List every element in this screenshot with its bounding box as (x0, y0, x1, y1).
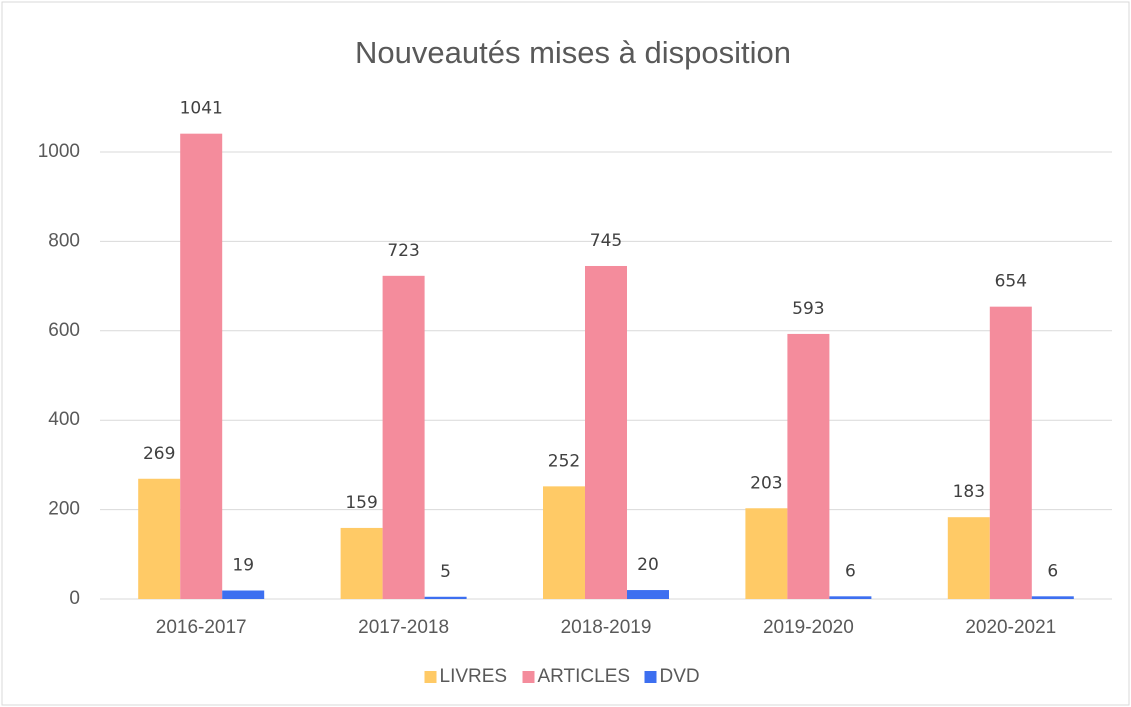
bar (424, 596, 467, 599)
y-tick-label: 1000 (38, 141, 80, 162)
legend-label: LIVRES (440, 666, 508, 687)
bar (340, 527, 383, 599)
bar (745, 508, 788, 599)
bar (382, 275, 425, 599)
legend-label: DVD (660, 666, 700, 687)
legend-swatch (424, 671, 437, 683)
value-label: 19 (232, 556, 254, 576)
chart-title: Nouveautés mises à disposition (355, 35, 791, 70)
bar (222, 590, 265, 599)
bar (585, 265, 627, 599)
bar (989, 306, 1032, 599)
bar (180, 133, 223, 599)
x-tick-label: 2017-2018 (358, 617, 449, 638)
y-tick-label: 400 (48, 409, 80, 430)
y-tick-label: 200 (48, 499, 80, 520)
bar (1031, 596, 1074, 599)
value-label: 183 (953, 482, 985, 502)
value-label: 723 (387, 241, 419, 261)
x-tick-label: 2016-2017 (156, 617, 247, 638)
value-label: 203 (750, 473, 782, 493)
legend-swatch (644, 671, 657, 683)
x-tick-label: 2018-2019 (561, 617, 652, 638)
value-label: 269 (143, 444, 175, 464)
legend-swatch (522, 671, 535, 683)
x-tick-label: 2020-2021 (965, 617, 1056, 638)
bar (543, 486, 585, 599)
x-tick-label: 2019-2020 (763, 617, 854, 638)
value-label: 593 (792, 299, 824, 319)
y-tick-label: 0 (69, 588, 80, 609)
value-label: 159 (345, 493, 377, 513)
value-label: 20 (637, 555, 659, 575)
value-label: 745 (590, 231, 622, 251)
value-label: 6 (845, 561, 856, 581)
bar (787, 333, 830, 599)
bar (947, 517, 990, 599)
value-label: 5 (440, 562, 451, 582)
bar (138, 478, 181, 599)
value-label: 1041 (180, 99, 223, 119)
legend-label: ARTICLES (538, 666, 631, 687)
value-label: 6 (1047, 561, 1058, 581)
y-tick-label: 800 (48, 230, 80, 251)
bar (829, 596, 872, 599)
bar (627, 590, 669, 599)
value-label: 252 (548, 451, 580, 471)
y-tick-label: 600 (48, 320, 80, 341)
value-label: 654 (995, 272, 1027, 292)
